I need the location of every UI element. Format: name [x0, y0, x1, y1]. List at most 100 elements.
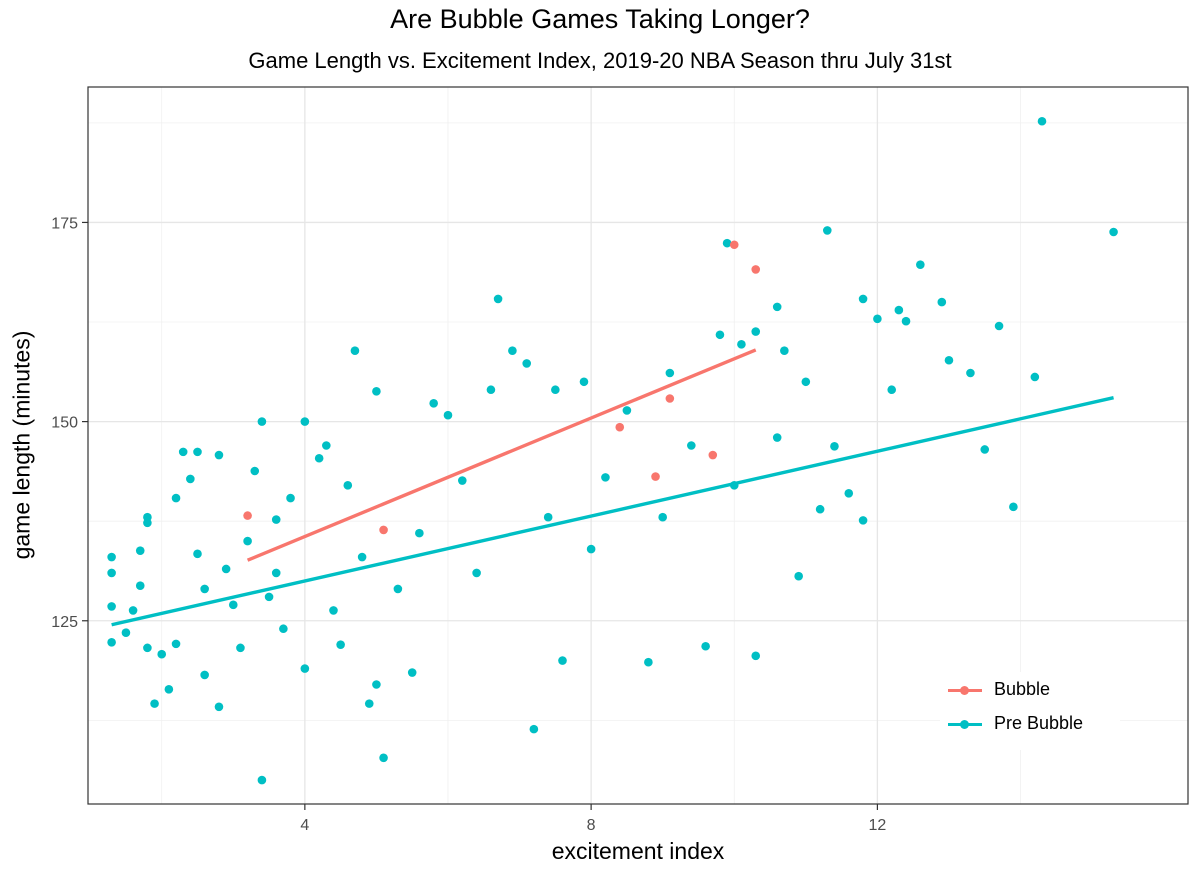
chart-title: Are Bubble Games Taking Longer? [390, 4, 810, 34]
point-pre-bubble [801, 377, 811, 387]
point-pre-bubble [894, 305, 904, 315]
point-pre-bubble [128, 606, 138, 615]
point-pre-bubble [658, 512, 667, 522]
legend-label-pre-bubble: Pre Bubble [994, 713, 1084, 733]
point-bubble [708, 450, 718, 460]
point-pre-bubble [107, 602, 116, 611]
point-pre-bubble [193, 549, 202, 559]
point-bubble [665, 394, 675, 403]
legend: Bubble Pre Bubble [940, 672, 1120, 750]
point-pre-bubble [1037, 116, 1047, 126]
point-pre-bubble [343, 481, 353, 490]
legend-key-pre-bubble [948, 720, 982, 729]
point-pre-bubble [329, 606, 338, 615]
point-bubble [751, 265, 761, 274]
x-axis-label: excitement index [551, 838, 725, 864]
point-pre-bubble [601, 473, 610, 482]
point-pre-bubble [722, 238, 732, 248]
point-pre-bubble [357, 552, 367, 562]
point-pre-bubble [751, 651, 761, 661]
point-pre-bubble [901, 316, 911, 326]
point-pre-bubble [887, 385, 897, 395]
point-pre-bubble [665, 368, 675, 378]
point-pre-bubble [228, 600, 238, 610]
point-pre-bubble [772, 433, 782, 442]
point-pre-bubble [980, 445, 990, 454]
point-pre-bubble [193, 447, 202, 457]
point-pre-bubble [794, 571, 803, 581]
point-pre-bubble [543, 512, 553, 522]
point-pre-bubble [135, 581, 145, 591]
point-pre-bubble [780, 346, 789, 355]
legend-item-bubble: Bubble [940, 674, 1120, 706]
point-pre-bubble [858, 294, 868, 304]
point-pre-bubble [350, 346, 360, 355]
point-pre-bubble [486, 385, 496, 395]
point-pre-bubble [257, 417, 267, 426]
point-pre-bubble [107, 568, 116, 578]
point-pre-bubble [508, 346, 517, 355]
y-tick-label: 150 [51, 415, 78, 432]
point-pre-bubble [701, 641, 710, 651]
data-points [107, 116, 1118, 785]
point-pre-bubble [221, 564, 231, 574]
x-tick-label: 12 [868, 817, 886, 834]
point-pre-bubble [586, 544, 596, 554]
point-pre-bubble [171, 639, 181, 649]
point-pre-bubble [171, 493, 181, 503]
point-pre-bubble [271, 568, 281, 578]
point-pre-bubble [830, 441, 839, 451]
plot-panel-border [87, 86, 1189, 805]
point-pre-bubble [415, 528, 424, 538]
point-pre-bubble [944, 355, 954, 365]
point-pre-bubble [644, 657, 653, 667]
point-pre-bubble [372, 680, 381, 689]
y-tick-label: 125 [51, 614, 78, 631]
point-pre-bubble [458, 476, 467, 485]
point-pre-bubble [916, 260, 925, 269]
point-pre-bubble [937, 297, 947, 307]
point-pre-bubble [250, 466, 260, 476]
point-pre-bubble [472, 568, 481, 578]
point-bubble [615, 422, 625, 432]
point-pre-bubble [622, 406, 632, 415]
point-pre-bubble [271, 515, 281, 524]
point-pre-bubble [429, 398, 438, 408]
point-bubble [379, 525, 388, 535]
point-pre-bubble [407, 668, 417, 677]
y-tick-label: 175 [51, 215, 78, 232]
point-pre-bubble [143, 512, 152, 522]
y-axis-label: game length (minutes) [8, 330, 35, 560]
point-bubble [243, 511, 252, 520]
point-pre-bubble [737, 340, 746, 349]
point-pre-bubble [822, 226, 832, 235]
point-pre-bubble [994, 321, 1004, 331]
point-pre-bubble [150, 699, 159, 708]
legend-label-bubble: Bubble [994, 679, 1051, 699]
point-pre-bubble [493, 294, 503, 304]
legend-key-bubble [948, 686, 982, 695]
point-pre-bubble [178, 447, 188, 457]
point-pre-bubble [522, 359, 532, 368]
point-pre-bubble [873, 314, 882, 324]
point-pre-bubble [135, 546, 145, 555]
point-pre-bubble [579, 377, 589, 387]
point-pre-bubble [966, 368, 975, 378]
point-pre-bubble [1009, 502, 1018, 512]
point-pre-bubble [300, 417, 310, 426]
axis-ticks: 4 8 12 125 150 175 [51, 215, 886, 834]
point-pre-bubble [257, 775, 267, 785]
point-pre-bubble [243, 536, 252, 546]
point-pre-bubble [143, 643, 152, 653]
point-pre-bubble [164, 684, 174, 694]
x-tick-label: 4 [300, 817, 309, 834]
point-pre-bubble [558, 656, 567, 665]
point-pre-bubble [1030, 372, 1040, 382]
point-pre-bubble [279, 624, 288, 634]
point-pre-bubble [214, 450, 224, 460]
trend-lines [111, 348, 1114, 627]
plot-grid [88, 87, 1188, 804]
point-pre-bubble [364, 699, 374, 708]
point-pre-bubble [121, 628, 131, 638]
